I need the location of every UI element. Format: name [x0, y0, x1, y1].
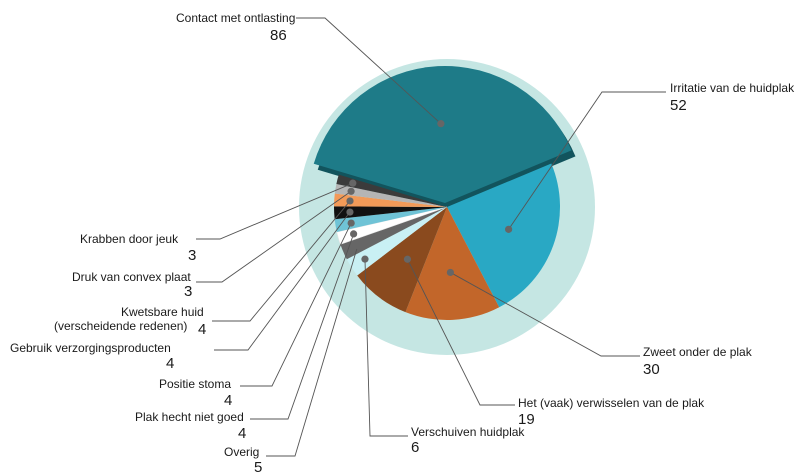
slice-value-druk-van-convex-plaat: 3	[184, 283, 192, 300]
slice-labels: Contact met ontlasting 86 Irritatie van de…	[10, 11, 795, 472]
leader-line-druk-van-convex-plaat	[196, 190, 352, 283]
slice-verschuiven-huidplak[interactable]	[346, 207, 447, 276]
slice-zweet-onder-de-plak[interactable]	[405, 207, 500, 321]
slice-kwetsbare-huid-verscheidende-redenen[interactable]	[334, 193, 447, 207]
pie-slices	[313, 66, 576, 321]
slice-dot-irritatie-van-de-huidplak	[505, 225, 513, 233]
slice-dot-zweet-onder-de-plak	[446, 268, 455, 277]
slice-label-verschuiven-huidplak: Verschuiven huidplak	[411, 425, 525, 439]
slice-value-plak-hecht-niet-goed: 4	[238, 425, 246, 442]
leader-line-zweet-onder-de-plak	[450, 272, 640, 357]
slice-dot-het-vaak-verwisselen-van-de-plak	[403, 255, 412, 263]
leader-line-contact-met-ontlasting	[296, 17, 442, 124]
slice-label-kwetsbare-huid-verscheidende-redenen-line-2: (verscheidende redenen)	[54, 319, 187, 333]
slice-irritatie-van-de-huidplak[interactable]	[447, 163, 560, 308]
slice-value-kwetsbare-huid-verscheidende-redenen: 4	[198, 321, 206, 338]
leader-line-kwetsbare-huid-verscheidende-redenen	[212, 200, 351, 322]
leader-line-plak-hecht-niet-goed	[250, 233, 355, 420]
slice-label-contact-met-ontlasting: Contact met ontlasting	[176, 11, 295, 25]
slice-label-zweet-onder-de-plak: Zweet onder de plak	[643, 345, 753, 359]
slice-druk-van-convex-plaat[interactable]	[334, 183, 447, 207]
slice-value-het-vaak-verwisselen-van-de-plak: 19	[518, 411, 535, 428]
slice-label-gebruik-verzorgingsproducten: Gebruik verzorgingsproducten	[10, 341, 171, 355]
slice-label-irritatie-van-de-huidplak: Irritatie van de huidplak	[670, 81, 795, 95]
leader-line-overig	[266, 245, 359, 457]
slice-value-gebruik-verzorgingsproducten: 4	[166, 355, 174, 372]
leader-line-verschuiven-huidplak	[364, 259, 408, 437]
slice-krabben-door-jeuk[interactable]	[336, 174, 447, 207]
leader-line-gebruik-verzorgingsproducten	[214, 211, 351, 351]
slice-dot-plak-hecht-niet-goed	[350, 230, 358, 238]
slice-dot-contact-met-ontlasting	[437, 120, 445, 128]
leader-line-irritatie-van-de-huidplak	[508, 91, 666, 230]
slice-label-plak-hecht-niet-goed: Plak hecht niet goed	[135, 410, 244, 424]
leader-line-het-vaak-verwisselen-van-de-plak	[407, 259, 515, 406]
slice-value-zweet-onder-de-plak: 30	[643, 361, 660, 378]
slice-dot-verschuiven-huidplak	[361, 255, 369, 263]
slice-value-krabben-door-jeuk: 3	[188, 247, 196, 264]
slice-het-vaak-verwisselen-van-de-plak[interactable]	[357, 207, 447, 313]
slice-label-druk-van-convex-plaat: Druk van convex plaat	[72, 270, 191, 284]
slice-overig[interactable]	[340, 207, 447, 260]
slice-dot-gebruik-verzorgingsproducten	[346, 208, 354, 216]
slice-label-kwetsbare-huid-verscheidende-redenen-line-1: Kwetsbare huid	[121, 305, 204, 319]
slice-gebruik-verzorgingsproducten[interactable]	[334, 206, 447, 220]
slice-dot-krabben-door-jeuk	[349, 179, 357, 187]
slice-dot-druk-van-convex-plaat	[347, 187, 355, 195]
slice-contact-met-ontlasting[interactable]	[313, 66, 572, 203]
slice-dot-positie-stoma	[347, 219, 355, 227]
slice-dot-kwetsbare-huid-verscheidende-redenen	[346, 197, 354, 205]
slice-value-overig: 5	[254, 459, 262, 472]
slice-value-positie-stoma: 4	[224, 392, 232, 409]
slice-label-het-vaak-verwisselen-van-de-plak: Het (vaak) verwisselen van de plak	[518, 396, 705, 410]
leader-line-krabben-door-jeuk	[196, 182, 353, 240]
slice-label-krabben-door-jeuk: Krabben door jeuk	[80, 232, 179, 246]
slice-positie-stoma[interactable]	[334, 207, 447, 233]
slice-label-overig: Overig	[224, 445, 259, 459]
slice-value-contact-met-ontlasting: 86	[270, 27, 287, 44]
slice-dot-overig	[354, 242, 362, 250]
slice-value-irritatie-van-de-huidplak: 52	[670, 97, 687, 114]
slice-value-verschuiven-huidplak: 6	[411, 439, 419, 456]
slice-label-positie-stoma: Positie stoma	[159, 377, 231, 391]
leader-lines	[196, 17, 666, 457]
leader-line-positie-stoma	[240, 222, 352, 387]
